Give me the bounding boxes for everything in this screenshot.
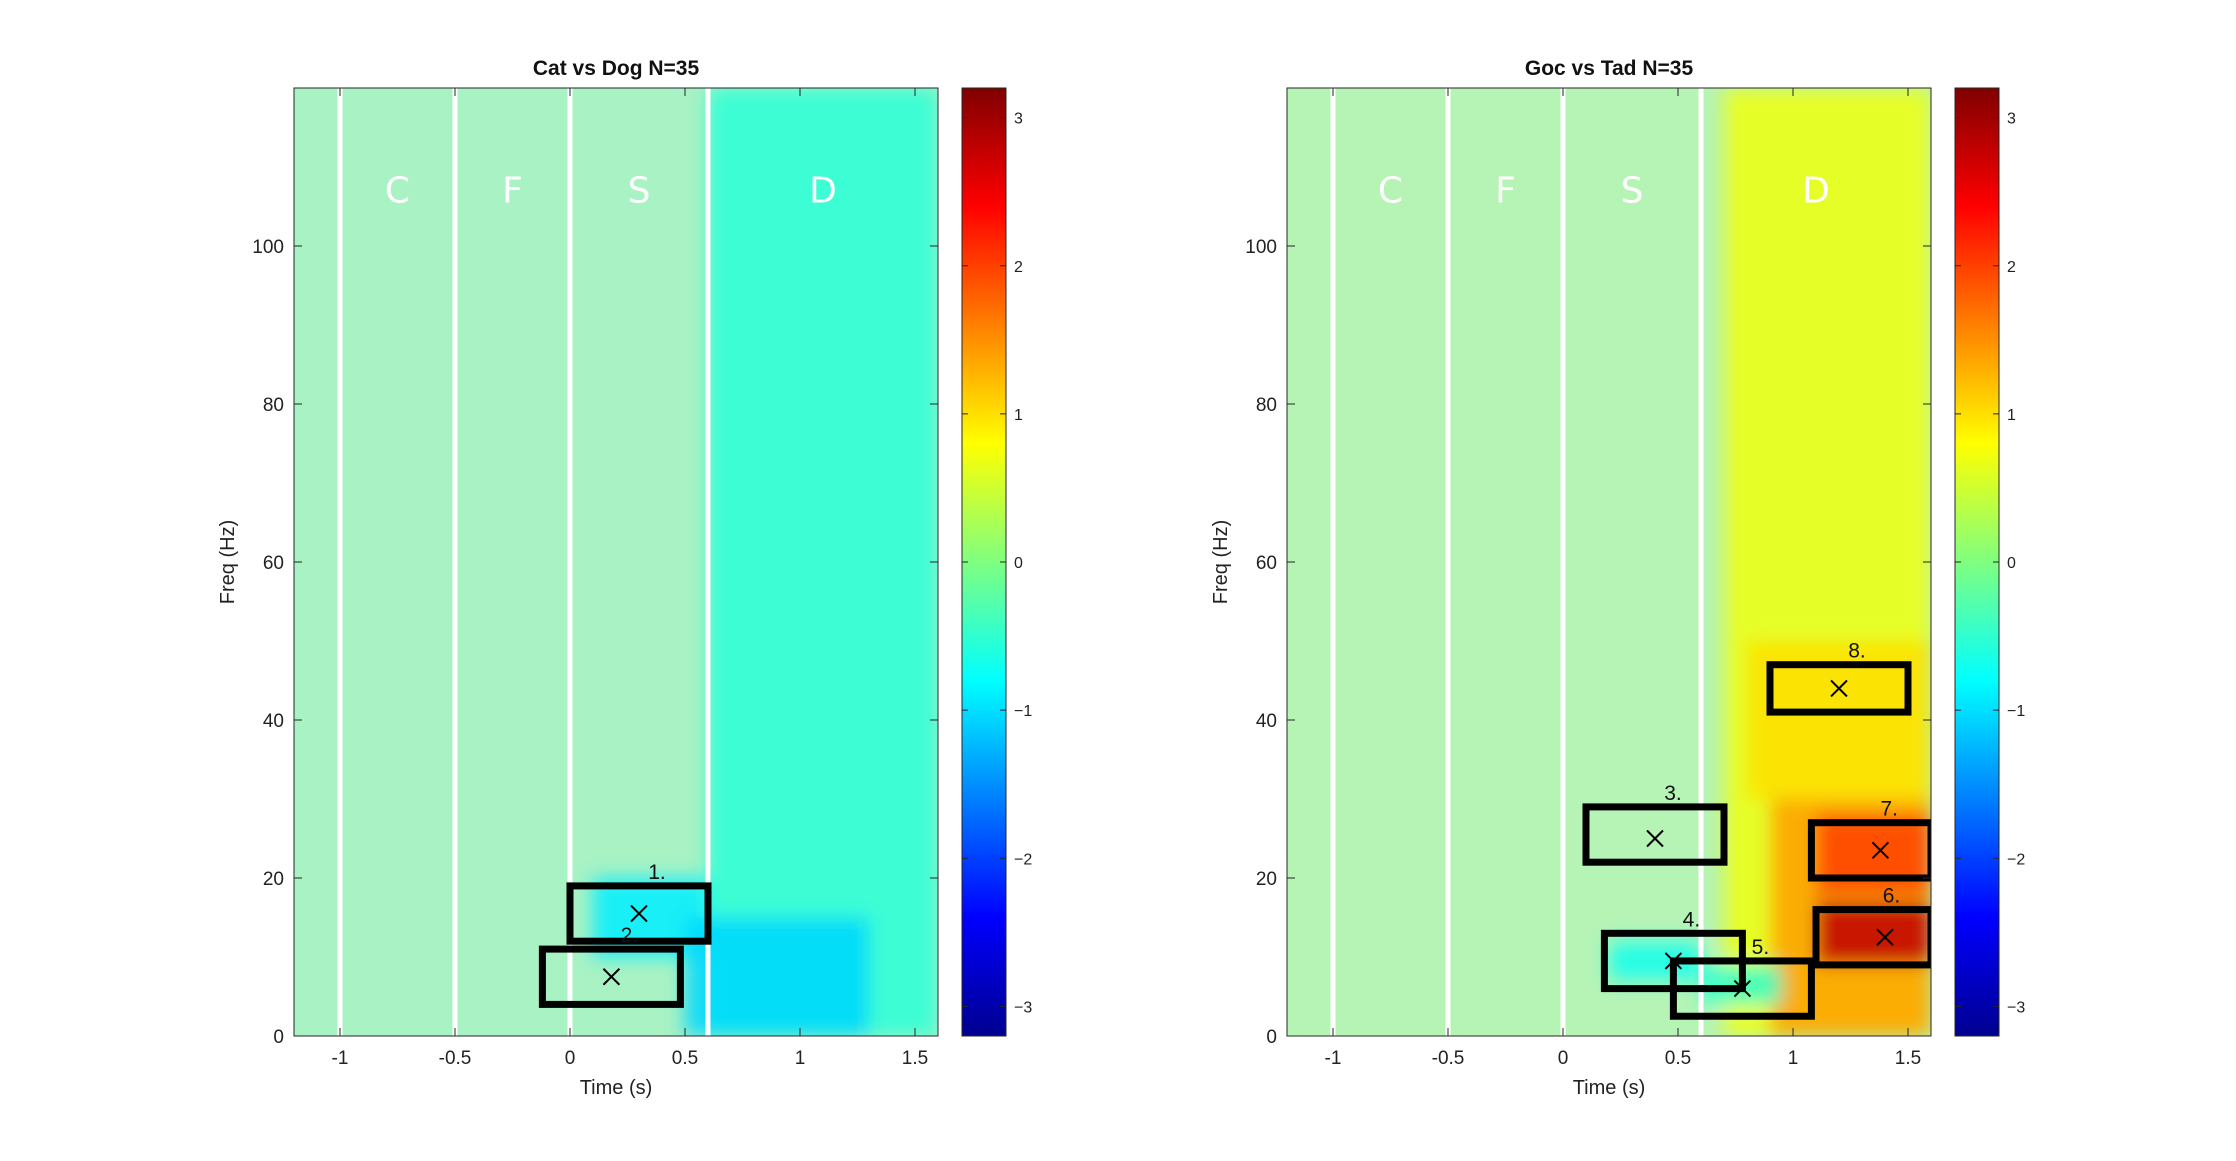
epoch-label: S bbox=[1621, 171, 1644, 212]
colorbar-tick-label: 0 bbox=[1014, 555, 1023, 572]
analysis-box bbox=[566, 882, 712, 945]
y-tick-label: 20 bbox=[1256, 869, 1277, 890]
epoch-label: S bbox=[628, 171, 651, 212]
analysis-box bbox=[1812, 906, 1931, 969]
peak-marker bbox=[1733, 979, 1752, 998]
x-tick-label: 0 bbox=[565, 1048, 576, 1069]
epoch-label: C bbox=[1378, 171, 1403, 212]
colorbar-ticks: 3 2 1 0 −1 −2 −3 bbox=[962, 111, 1032, 1016]
analysis-box bbox=[538, 945, 684, 1008]
peak-marker bbox=[1871, 841, 1890, 860]
heatmap-regions bbox=[593, 88, 938, 1036]
colorbar-tick-label: −3 bbox=[2007, 999, 2025, 1016]
epoch-label: D bbox=[809, 171, 837, 212]
epoch-label: C bbox=[385, 171, 410, 212]
colorbar-tick-label: −2 bbox=[2007, 851, 2025, 868]
analysis-box bbox=[1766, 661, 1912, 716]
colorbar-tick-label: 1 bbox=[2007, 407, 2016, 424]
panel-title: Goc vs Tad N=35 bbox=[1525, 57, 1694, 80]
colorbar-ticks: 3 2 1 0 −1 −2 −3 bbox=[1955, 111, 2025, 1016]
epoch-label: D bbox=[1802, 171, 1830, 212]
colorbar-tick-label: 3 bbox=[1014, 111, 1023, 128]
colorbar-tick-label: 3 bbox=[2007, 111, 2016, 128]
x-tick-label: -0.5 bbox=[439, 1048, 472, 1069]
colorbar: 3 2 1 0 −1 −2 −3 bbox=[1954, 87, 2025, 1037]
y-tick-label: 100 bbox=[1245, 237, 1277, 258]
heatmap-region bbox=[685, 917, 869, 1036]
colorbar-tick-label: 0 bbox=[2007, 555, 2016, 572]
x-axis-label: Time (s) bbox=[580, 1077, 653, 1099]
analysis-boxes: 3. 4. 5. 6. 7. 8. bbox=[1582, 640, 1931, 1020]
y-tick-label: 0 bbox=[273, 1027, 284, 1048]
x-tick-label: 0.5 bbox=[672, 1048, 698, 1069]
heatmap-region bbox=[708, 88, 938, 1036]
peak-marker bbox=[602, 968, 621, 986]
colorbar-tick-label: −1 bbox=[2007, 703, 2025, 720]
colorbar-gradient bbox=[1954, 87, 2000, 1037]
colorbar-gradient bbox=[961, 87, 1007, 1037]
panel-cat-vs-dog: Cat vs Dog N=35 C F S D 1. 2. -1 -0.5 0 0.5 1 1.5… bbox=[217, 57, 1032, 1099]
x-tick-label: -1 bbox=[1325, 1048, 1342, 1069]
y-tick-label: 0 bbox=[1266, 1027, 1277, 1048]
x-axis-label: Time (s) bbox=[1573, 1077, 1646, 1099]
x-tick-label: 0 bbox=[1558, 1048, 1569, 1069]
y-tick-label: 20 bbox=[263, 869, 284, 890]
y-axis-label: Freq (Hz) bbox=[217, 520, 239, 604]
colorbar-tick-label: −1 bbox=[1014, 703, 1032, 720]
y-tick-label: 60 bbox=[263, 553, 284, 574]
box-label: 3. bbox=[1664, 782, 1682, 805]
heatmap-image: C F S D 3. 4. 5. 6. 7. 8. bbox=[1287, 88, 1931, 1036]
colorbar-tick-label: −2 bbox=[1014, 851, 1032, 868]
x-axis: -1 -0.5 0 0.5 1 1.5 bbox=[332, 88, 928, 1069]
x-tick-label: -0.5 bbox=[1432, 1048, 1465, 1069]
colorbar-tick-label: 2 bbox=[1014, 259, 1023, 276]
peak-marker bbox=[1646, 829, 1664, 848]
y-axis: 0 20 40 60 80 100 bbox=[252, 237, 938, 1048]
analysis-box bbox=[1582, 803, 1728, 866]
peak-marker bbox=[1876, 928, 1894, 946]
colorbar-tick-label: 2 bbox=[2007, 259, 2016, 276]
y-axis: 0 20 40 60 80 100 bbox=[1245, 237, 1931, 1048]
x-axis: -1 -0.5 0 0.5 1 1.5 bbox=[1325, 88, 1921, 1069]
x-tick-label: 1.5 bbox=[1895, 1048, 1921, 1069]
box-label: 5. bbox=[1752, 936, 1770, 959]
x-tick-label: 0.5 bbox=[1665, 1048, 1691, 1069]
y-tick-label: 40 bbox=[263, 711, 284, 732]
box-label: 4. bbox=[1683, 908, 1701, 931]
heatmap-region bbox=[1816, 814, 1931, 894]
epoch-label: F bbox=[502, 171, 523, 212]
peak-marker bbox=[630, 904, 648, 923]
y-tick-label: 40 bbox=[1256, 711, 1277, 732]
analysis-box bbox=[1669, 957, 1815, 1020]
colorbar: 3 2 1 0 −1 −2 −3 bbox=[961, 87, 1032, 1037]
x-tick-label: 1 bbox=[795, 1048, 806, 1069]
colorbar-tick-label: −3 bbox=[1014, 999, 1032, 1016]
box-label: 2. bbox=[621, 924, 639, 947]
peak-marker bbox=[1830, 679, 1848, 698]
box-label: 7. bbox=[1880, 798, 1898, 821]
box-label: 8. bbox=[1848, 640, 1866, 663]
x-tick-label: -1 bbox=[332, 1048, 349, 1069]
epoch-lines bbox=[337, 88, 711, 1036]
x-tick-label: 1.5 bbox=[902, 1048, 928, 1069]
analysis-boxes: 1. 2. bbox=[538, 861, 712, 1008]
box-label: 1. bbox=[648, 861, 666, 884]
heatmap-image: C F S D 1. 2. bbox=[294, 88, 938, 1036]
box-label: 6. bbox=[1883, 885, 1901, 908]
y-tick-label: 60 bbox=[1256, 553, 1277, 574]
panel-goc-vs-tad: Goc vs Tad N=35 C F S D 3. 4. 5. 6. 7. 8. -1 -0.5… bbox=[1210, 57, 2025, 1099]
x-tick-label: 1 bbox=[1788, 1048, 1799, 1069]
colorbar-tick-label: 1 bbox=[1014, 407, 1023, 424]
y-tick-label: 80 bbox=[1256, 395, 1277, 416]
analysis-box bbox=[1807, 819, 1931, 882]
y-tick-label: 80 bbox=[263, 395, 284, 416]
panel-title: Cat vs Dog N=35 bbox=[533, 57, 700, 80]
y-axis-label: Freq (Hz) bbox=[1210, 520, 1232, 604]
epoch-label: F bbox=[1495, 171, 1516, 212]
epoch-lines bbox=[1330, 88, 1704, 1036]
y-tick-label: 100 bbox=[252, 237, 284, 258]
